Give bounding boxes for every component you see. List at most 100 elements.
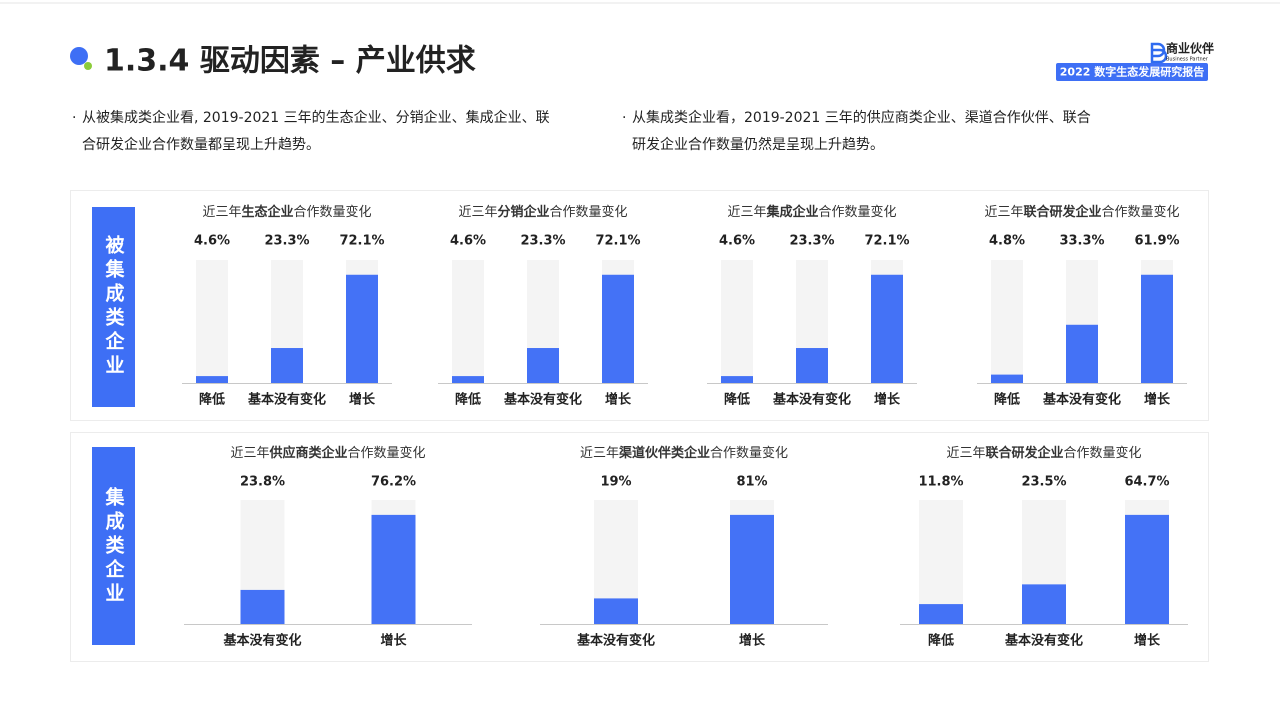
bullet-text: 从集成类企业看，2019-2021 三年的供应商类企业、渠道合作伙伴、联合: [632, 109, 1091, 126]
chart-title-part: 近三年: [202, 205, 241, 220]
bar: [452, 376, 484, 383]
bar-track: [196, 260, 228, 383]
bar: [1141, 274, 1173, 383]
panel-label-box: [92, 207, 135, 407]
bar: [346, 274, 378, 383]
chart-title-part: 合作数量变化: [550, 204, 628, 220]
chart-title-part: 近三年: [580, 446, 619, 461]
bullet-text: 从被集成类企业看, 2019-2021 三年的生态企业、分销企业、集成企业、联: [82, 109, 550, 126]
chart-title-part: 近三年: [727, 205, 766, 220]
value-label: 76.2%: [371, 475, 416, 490]
chart-title: 近三年集成企业合作数量变化: [727, 204, 896, 220]
chart-title-part: 合作数量变化: [819, 204, 897, 220]
category-label: 降低: [994, 392, 1020, 408]
bar: [196, 376, 228, 383]
bar-track: [721, 260, 753, 383]
category-label: 增长: [349, 392, 376, 408]
logo-mark: [1150, 42, 1168, 64]
bar: [796, 348, 828, 383]
category-label: 基本没有变化: [222, 633, 301, 649]
chart-title: 近三年分销企业合作数量变化: [458, 204, 627, 220]
category-label: 增长: [605, 392, 632, 408]
logo-subtext: Business Partner: [1166, 57, 1209, 63]
category-label: 降低: [455, 392, 481, 408]
category-label: 基本没有变化: [772, 392, 851, 408]
bar: [602, 274, 634, 383]
category-label: 增长: [380, 633, 407, 649]
chart-title: 近三年生态企业合作数量变化: [202, 204, 371, 220]
title-dot: [70, 47, 88, 65]
chart-title-part: 合作数量变化: [348, 445, 426, 461]
bar: [271, 348, 303, 383]
chart-title: 近三年供应商类企业合作数量变化: [230, 445, 425, 461]
bullet-text: 合研发企业合作数量都呈现上升趋势。: [82, 136, 320, 153]
badge: [1056, 63, 1208, 81]
panel-frame: [70, 432, 1209, 662]
value-label: 4.6%: [194, 234, 230, 249]
chart-title-part: 近三年: [458, 205, 497, 220]
chart-title-part: 分销企业: [497, 204, 549, 220]
panel-frame: [70, 190, 1209, 421]
bar-track: [919, 500, 963, 624]
bullet-text: 研发企业合作数量仍然是呈现上升趋势。: [632, 136, 884, 153]
bar: [730, 514, 774, 624]
panel-label: 集成类企业: [103, 486, 126, 607]
bar: [991, 374, 1023, 383]
category-label: 基本没有变化: [576, 633, 655, 649]
bar: [1125, 514, 1169, 624]
bar: [871, 274, 903, 383]
category-label: 增长: [739, 633, 766, 649]
bar: [594, 598, 638, 624]
category-label: 增长: [1144, 392, 1171, 408]
bar: [371, 514, 416, 624]
chart-title-part: 合作数量变化: [710, 445, 788, 461]
bar: [1066, 324, 1098, 383]
value-label: 4.8%: [989, 234, 1025, 249]
category-label: 降低: [724, 392, 750, 408]
chart-title-part: 近三年: [230, 446, 269, 461]
value-label: 11.8%: [918, 475, 963, 490]
bar: [240, 589, 285, 624]
title-dot-accent: [84, 62, 92, 70]
category-label: 基本没有变化: [503, 392, 582, 408]
bar: [1022, 584, 1066, 624]
value-label: 4.6%: [450, 234, 486, 249]
value-label: 19%: [600, 475, 631, 490]
value-label: 23.3%: [264, 234, 309, 249]
value-label: 23.3%: [789, 234, 834, 249]
bar: [527, 348, 559, 383]
bar-track: [452, 260, 484, 383]
chart-title-part: 联合研发企业: [985, 445, 1063, 461]
bar: [721, 376, 753, 383]
value-label: 23.5%: [1021, 475, 1066, 490]
bullet-dot: ·: [622, 110, 626, 126]
bar: [919, 604, 963, 624]
chart-title: 近三年联合研发企业合作数量变化: [946, 445, 1141, 461]
chart-title: 近三年联合研发企业合作数量变化: [984, 204, 1179, 220]
chart-title-part: 合作数量变化: [294, 204, 372, 220]
category-label: 基本没有变化: [247, 392, 326, 408]
page-title: 1.3.4 驱动因素 – 产业供求: [104, 44, 476, 79]
category-label: 增长: [1134, 633, 1161, 649]
panel-label: 被集成类企业: [103, 234, 126, 379]
chart-title-part: 供应商类企业: [268, 445, 347, 461]
chart-title-part: 生态企业: [241, 204, 293, 220]
category-label: 降低: [199, 392, 225, 408]
chart-title-part: 近三年: [946, 446, 985, 461]
chart-title-part: 合作数量变化: [1102, 204, 1180, 220]
logo-text: 商业伙伴: [1166, 41, 1214, 56]
category-label: 基本没有变化: [1004, 633, 1083, 649]
chart-title-part: 集成企业: [765, 204, 818, 220]
badge-text: 2022 数字生态发展研究报告: [1060, 65, 1204, 79]
value-label: 72.1%: [339, 234, 384, 249]
category-label: 增长: [874, 392, 901, 408]
chart-title-part: 渠道伙伴类企业: [618, 445, 710, 461]
value-label: 61.9%: [1134, 234, 1179, 249]
value-label: 81%: [736, 475, 767, 490]
value-label: 72.1%: [595, 234, 640, 249]
chart-title-part: 联合研发企业: [1023, 204, 1101, 220]
value-label: 72.1%: [864, 234, 909, 249]
bullet-dot: ·: [72, 110, 76, 126]
chart-title-part: 合作数量变化: [1064, 445, 1142, 461]
